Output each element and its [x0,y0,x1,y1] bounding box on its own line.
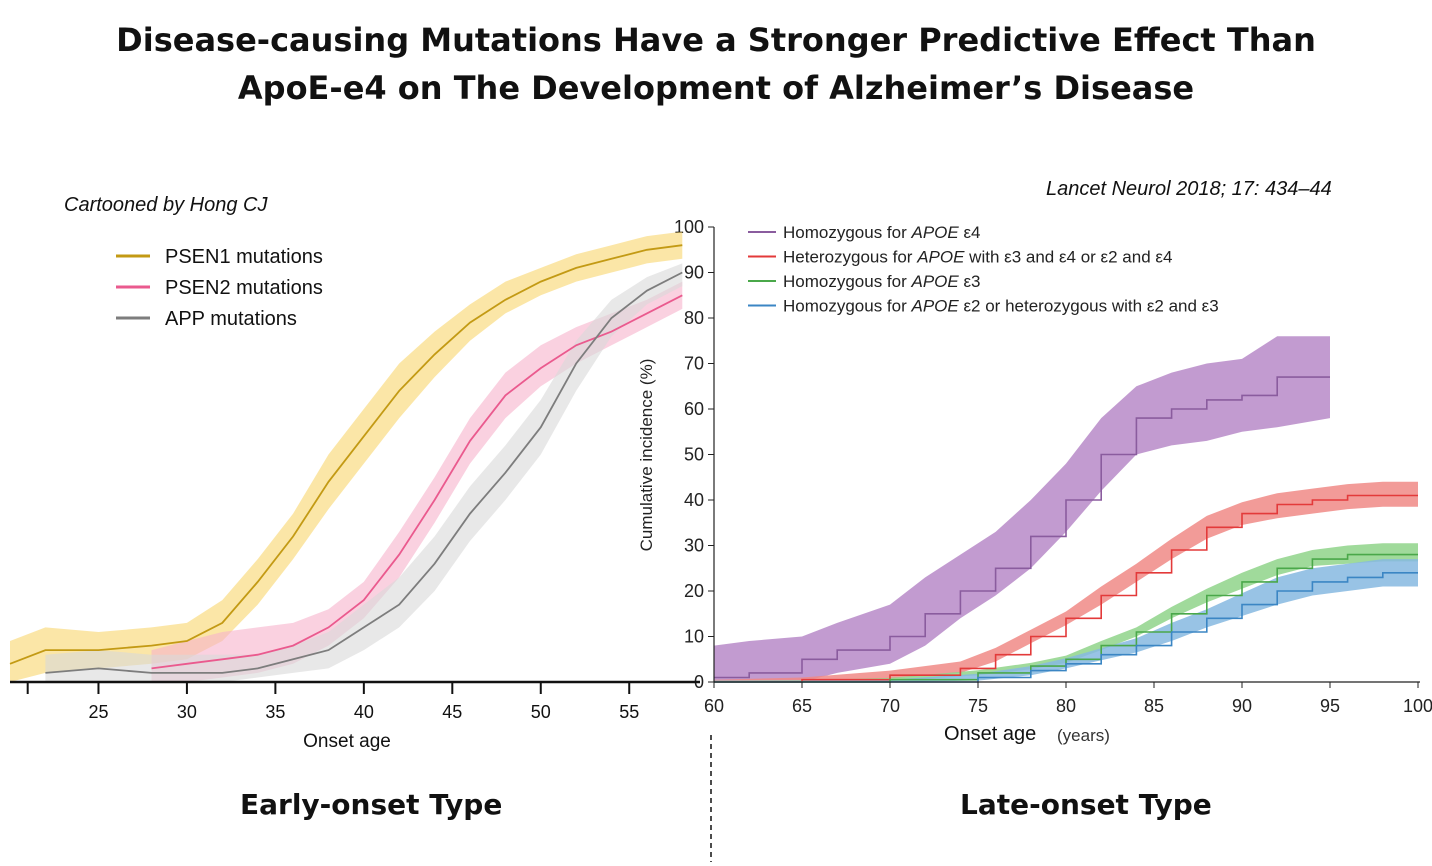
section-label-late: Late-onset Type [960,788,1212,821]
early-x-tick-label: 45 [442,702,462,722]
early-legend-label-psen2: PSEN2 mutations [165,277,323,299]
late-line-e4hom [714,376,1330,679]
late-y-tick-label: 10 [684,627,704,647]
late-band-het [714,481,1418,682]
late-x-tick-label: 75 [968,696,988,716]
late-y-tick-label: 30 [684,536,704,556]
late-x-axis-unit: (years) [1057,726,1110,745]
late-band-e3hom [714,543,1418,682]
late-legend-label-het: Heterozygous for APOE with ε3 and ε4 or … [783,248,1172,267]
early-x-tick-label: 25 [88,702,108,722]
late-y-tick-label: 70 [684,354,704,374]
late-y-axis-label: Cumulative incidence (%) [637,359,656,552]
late-x-tick-label: 65 [792,696,812,716]
late-x-tick-label: 90 [1232,696,1252,716]
late-y-tick-label: 60 [684,399,704,419]
late-legend-label-e2: Homozygous for APOE ε2 or heterozygous w… [783,297,1219,316]
late-x-axis-label: Onset age [944,723,1036,745]
late-y-tick-label: 80 [684,308,704,328]
late-y-tick-label: 40 [684,490,704,510]
early-line-app [45,271,683,674]
late-band-e2 [714,559,1418,682]
late-x-tick-label: 80 [1056,696,1076,716]
early-x-tick-label: 30 [177,702,197,722]
figure-title: Disease-causing Mutations Have a Stronge… [0,16,1432,112]
late-y-tick-label: 50 [684,445,704,465]
late-x-tick-label: 100 [1403,696,1432,716]
early-x-tick-label: 50 [531,702,551,722]
late-line-e3hom [714,553,1418,683]
citation-text: Lancet Neurol 2018; 17: 434–44 [1046,178,1332,200]
early-band-psen1 [10,231,683,682]
section-label-early: Early-onset Type [240,788,503,821]
late-y-tick-label: 20 [684,581,704,601]
late-legend-label-e3hom: Homozygous for APOE ε3 [783,272,981,291]
late-line-e2 [714,572,1418,683]
late-line-het [714,494,1418,683]
early-line-psen1 [9,244,683,665]
late-legend-label-e4hom: Homozygous for APOE ε4 [783,223,981,242]
early-band-app [45,263,683,682]
late-y-tick-label: 90 [684,263,704,283]
early-x-tick-label: 35 [265,702,285,722]
late-x-tick-label: 60 [704,696,724,716]
title-line-1: Disease-causing Mutations Have a Stronge… [116,21,1316,59]
early-legend-label-app: APP mutations [165,308,297,330]
late-x-tick-label: 95 [1320,696,1340,716]
credit-text: Cartooned by Hong CJ [64,194,268,216]
late-onset-chart: 60 65 70 75 80 85 90 95 100010203040506070809010… [637,217,1432,745]
early-onset-chart: 25 30 35 40 45 50 55 Onset age PSEN1 mutations PS… [9,231,700,752]
late-x-tick-label: 85 [1144,696,1164,716]
title-line-2: ApoE-e4 on The Development of Alzheimer’… [237,69,1195,107]
early-x-axis-label: Onset age [303,731,391,752]
late-band-e4hom [714,336,1330,682]
early-line-psen2 [151,294,683,670]
early-legend-label-psen1: PSEN1 mutations [165,246,323,268]
early-x-tick-label: 40 [354,702,374,722]
early-x-tick-label: 55 [619,702,639,722]
late-x-tick-label: 70 [880,696,900,716]
